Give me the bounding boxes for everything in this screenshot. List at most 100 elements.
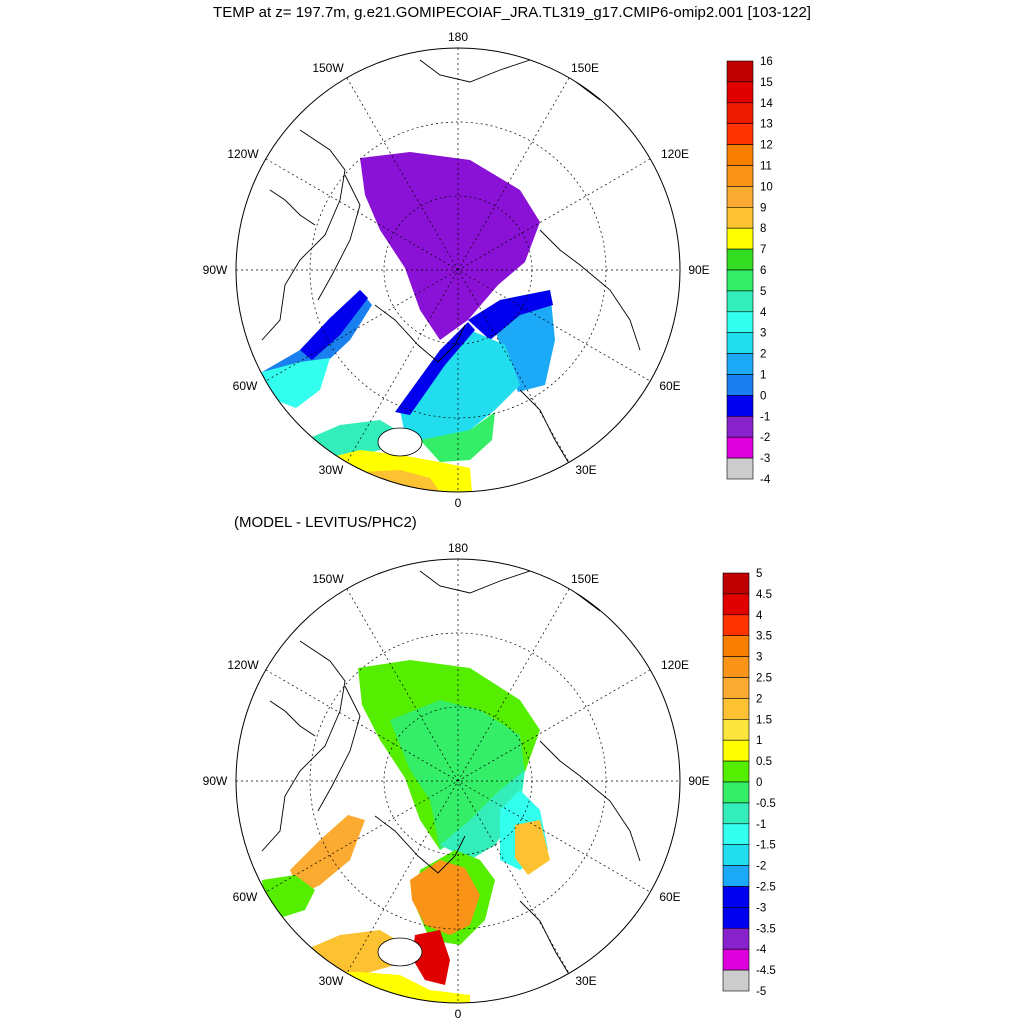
- eurasian-basin-diff-field: [440, 770, 525, 860]
- colorbar-swatch: [722, 593, 750, 616]
- lon-label: 30W: [319, 463, 344, 477]
- colorbar-tick-label: 4.5: [756, 589, 772, 601]
- lon-label: 0: [455, 1007, 462, 1021]
- colorbars: 161514131211109876543210-1-2-3-454.543.5…: [722, 56, 776, 998]
- colorbar-tick-label: -5: [756, 986, 766, 998]
- colorbar-tick-label: 3: [756, 652, 762, 664]
- colorbar-tick-label: 0: [756, 777, 762, 789]
- colorbar-swatch: [722, 739, 750, 762]
- colorbar-tick-label: 16: [760, 56, 773, 68]
- colorbar-swatch: [726, 227, 754, 250]
- lon-label: 60E: [659, 379, 680, 393]
- colorbar-tick-label: 1: [760, 370, 766, 382]
- colorbar-tick-label: -2.5: [756, 882, 776, 894]
- difference-panel-title: (MODEL - LEVITUS/PHC2): [234, 514, 417, 531]
- colorbar-swatch: [722, 572, 750, 595]
- longitude-labels: 180 150E 120E 90E 60E 30E 0 30W 60W 90W 120W 150W 18…: [203, 30, 710, 1021]
- lon-label: 150W: [312, 572, 344, 586]
- temperature-map: [235, 47, 681, 493]
- lon-label: 60E: [659, 890, 680, 904]
- arctic-basin-field: [360, 152, 540, 340]
- colorbar-swatch: [726, 415, 754, 438]
- colorbar-swatch: [726, 332, 754, 354]
- colorbar-tick-label: 2.5: [756, 673, 772, 685]
- norwegian-sea-field: [420, 412, 495, 462]
- colorbar-tick-label: -1: [756, 819, 766, 831]
- lon-label: 150E: [571, 61, 599, 75]
- lon-label: 180: [448, 541, 468, 555]
- coastlines-2: [261, 570, 641, 982]
- colorbar-tick-label: -2: [760, 432, 770, 444]
- colorbar-swatch: [726, 81, 754, 104]
- labrador-sea-field: [262, 358, 330, 408]
- colorbar-tick-label: -0.5: [756, 798, 776, 810]
- colorbar-tick-label: 11: [760, 161, 772, 173]
- colorbar-tick-label: 14: [760, 98, 773, 110]
- colorbar-swatch: [726, 207, 754, 229]
- lon-label: 120E: [661, 147, 689, 161]
- colorbar-swatch: [722, 865, 750, 887]
- colorbar-swatch: [722, 718, 750, 741]
- colorbar-tick-label: 7: [760, 244, 766, 256]
- colorbar-tick-label: -4: [756, 944, 767, 956]
- graticule: [236, 48, 680, 492]
- colorbar-tick-label: 9: [760, 202, 766, 214]
- colorbar-tick-label: 15: [760, 77, 773, 89]
- colorbar-swatch: [722, 677, 750, 699]
- lon-label: 60W: [233, 890, 258, 904]
- map-boundary-2: [235, 558, 681, 1004]
- nordic-diff-hot-field: [412, 930, 450, 985]
- colorbar-swatch: [726, 311, 754, 333]
- lon-label: 120E: [661, 658, 689, 672]
- colorbar-tick-label: 5: [760, 286, 766, 298]
- colorbar-swatch: [726, 353, 754, 375]
- colorbar-tick-label: -4.5: [756, 965, 776, 977]
- map-boundary: [235, 47, 681, 493]
- lon-label: 60W: [233, 379, 258, 393]
- colorbar-swatch: [722, 635, 750, 657]
- colorbar-swatch: [722, 886, 750, 908]
- colorbar-swatch: [722, 802, 750, 825]
- colorbar-tick-label: 10: [760, 181, 773, 193]
- kara-diff-field: [515, 820, 550, 875]
- colorbar-tick-label: 0: [760, 390, 766, 402]
- colorbar-tick-label: 6: [760, 265, 766, 277]
- colorbar-tick-label: 8: [760, 223, 766, 235]
- colorbar-swatch: [722, 614, 750, 636]
- colorbar-swatch: [726, 165, 754, 187]
- colorbar-swatch: [722, 698, 750, 720]
- colorbar-swatch: [726, 374, 754, 396]
- colorbar-swatch: [722, 927, 750, 950]
- iceland-landmass: [377, 427, 423, 457]
- colorbar-tick-label: -3: [760, 453, 770, 465]
- colorbar-tick-label: 3: [760, 328, 766, 340]
- barents-boundary-field: [468, 290, 553, 340]
- colorbar-swatch: [726, 144, 754, 166]
- lon-label: 90E: [688, 263, 709, 277]
- lon-label: 120W: [227, 147, 259, 161]
- colorbar-swatch: [722, 760, 750, 783]
- lon-label: 30E: [575, 463, 596, 477]
- colorbar-tick-label: 2: [760, 349, 766, 361]
- colorbar-tick-label: 5: [756, 568, 762, 580]
- colorbar-swatch: [726, 248, 754, 271]
- colorbar-swatch: [726, 269, 754, 292]
- colorbar-swatch: [726, 123, 754, 145]
- colorbar-tick-label: 3.5: [756, 631, 772, 643]
- colorbar-tick-label: -3: [756, 902, 766, 914]
- lon-label: 90W: [203, 774, 228, 788]
- chart-title: TEMP at z= 197.7m, g.e21.GOMIPECOIAF_JRA…: [213, 4, 811, 21]
- difference-map: [235, 558, 681, 1004]
- colorbar-swatch: [722, 948, 750, 971]
- colorbar-swatch: [722, 844, 750, 866]
- colorbar-tick-label: 4: [760, 307, 767, 319]
- colorbar-tick-label: -1.5: [756, 840, 776, 852]
- graticule-2: [236, 559, 680, 1003]
- lon-label: 150W: [312, 61, 344, 75]
- lon-label: 120W: [227, 658, 259, 672]
- colorbar-swatch: [726, 60, 754, 83]
- colorbar-swatch: [722, 907, 750, 929]
- colorbar-tick-label: 1: [756, 735, 762, 747]
- colorbar-tick-label: 2: [756, 693, 762, 705]
